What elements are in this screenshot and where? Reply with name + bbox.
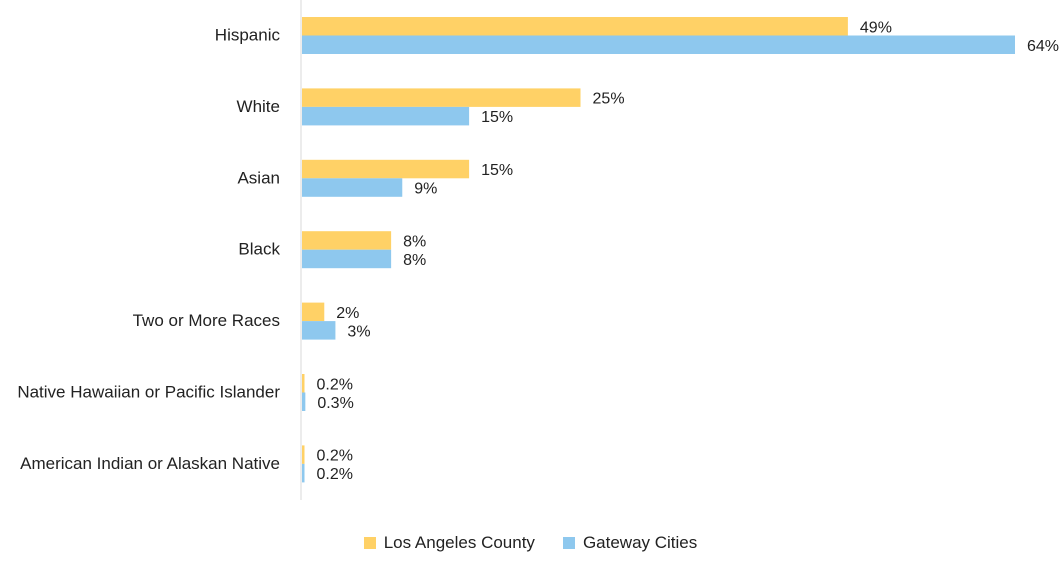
bar-series-1: [302, 445, 305, 464]
data-label-series-1: 0.2%: [317, 376, 353, 393]
legend-item-series-2: Gateway Cities: [562, 533, 698, 553]
chart-marks: Hispanic 49% 64% White 25% 15% Asian 15% 9% Black…: [17, 17, 1059, 483]
bar-series-1: [302, 302, 325, 322]
data-label-series-2: 0.3%: [317, 395, 353, 412]
data-label-series-2: 3%: [347, 323, 370, 340]
bar-series-1: [302, 88, 581, 107]
data-label-series-2: 15%: [481, 109, 513, 126]
legend-item-series-1: Los Angeles County: [363, 533, 535, 553]
bar-series-1: [302, 159, 470, 179]
category-label: White: [237, 97, 280, 116]
legend-swatch-series-2: [562, 537, 575, 549]
bar-series-1: [302, 231, 392, 250]
bar-series-1: [302, 374, 305, 393]
data-label-series-2: 9%: [414, 181, 437, 198]
bar-series-2: [302, 463, 305, 483]
legend-label-series-2: Gateway Cities: [582, 533, 698, 552]
bar-series-2: [302, 321, 336, 340]
bar-chart: Hispanic 49% 64% White 25% 15% Asian 15% 9% Black…: [17, 0, 1059, 500]
data-label-series-1: 2%: [336, 305, 359, 322]
bar-series-2: [302, 106, 470, 126]
category-label: Hispanic: [215, 26, 281, 45]
data-label-series-1: 15%: [481, 162, 513, 179]
data-label-series-1: 25%: [593, 91, 625, 108]
bar-series-2: [302, 35, 1015, 54]
data-label-series-2: 0.2%: [317, 466, 353, 483]
bar-series-2: [302, 249, 392, 269]
category-label: Native Hawaiian or Pacific Islander: [17, 383, 280, 402]
data-label-series-1: 49%: [860, 19, 892, 36]
category-label: Black: [238, 240, 280, 259]
bar-series-2: [302, 178, 403, 197]
bar-series-2: [302, 392, 306, 411]
legend-label-series-1: Los Angeles County: [383, 533, 535, 552]
legend-swatch-series-1: [363, 537, 376, 549]
data-label-series-1: 8%: [403, 233, 426, 250]
bar-series-1: [302, 17, 848, 36]
legend: Los Angeles County Gateway Cities: [0, 530, 1061, 556]
category-label: American Indian or Alaskan Native: [20, 454, 280, 473]
category-label: Two or More Races: [133, 311, 280, 330]
data-label-series-2: 64%: [1027, 38, 1059, 55]
category-label: Asian: [237, 168, 280, 187]
data-label-series-2: 8%: [403, 252, 426, 269]
data-label-series-1: 0.2%: [317, 448, 353, 465]
